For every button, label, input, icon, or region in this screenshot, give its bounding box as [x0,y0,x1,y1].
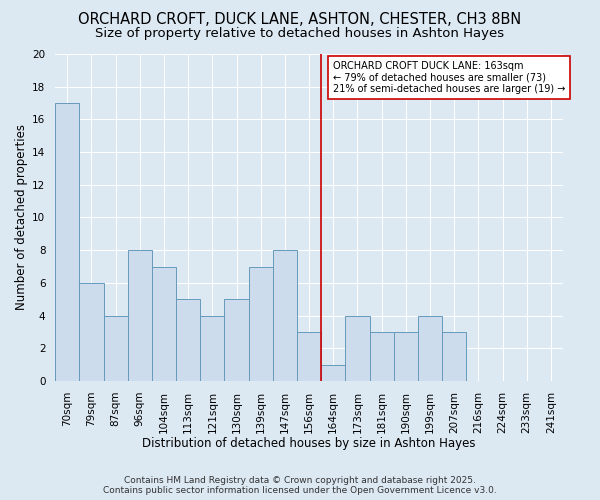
Text: Contains HM Land Registry data © Crown copyright and database right 2025.
Contai: Contains HM Land Registry data © Crown c… [103,476,497,495]
Bar [224,299,248,381]
Bar [152,266,176,381]
Y-axis label: Number of detached properties: Number of detached properties [15,124,28,310]
Bar [418,316,442,381]
X-axis label: Distribution of detached houses by size in Ashton Hayes: Distribution of detached houses by size … [142,437,476,450]
Bar [442,332,466,381]
Text: ORCHARD CROFT DUCK LANE: 163sqm
← 79% of detached houses are smaller (73)
21% of: ORCHARD CROFT DUCK LANE: 163sqm ← 79% of… [333,60,566,94]
Bar [55,103,79,381]
Bar [248,266,273,381]
Bar [176,299,200,381]
Text: Size of property relative to detached houses in Ashton Hayes: Size of property relative to detached ho… [95,28,505,40]
Bar [273,250,297,381]
Bar [346,316,370,381]
Bar [394,332,418,381]
Bar [79,283,104,381]
Bar [128,250,152,381]
Bar [321,364,346,381]
Bar [200,316,224,381]
Text: ORCHARD CROFT, DUCK LANE, ASHTON, CHESTER, CH3 8BN: ORCHARD CROFT, DUCK LANE, ASHTON, CHESTE… [79,12,521,28]
Bar [370,332,394,381]
Bar [104,316,128,381]
Bar [297,332,321,381]
